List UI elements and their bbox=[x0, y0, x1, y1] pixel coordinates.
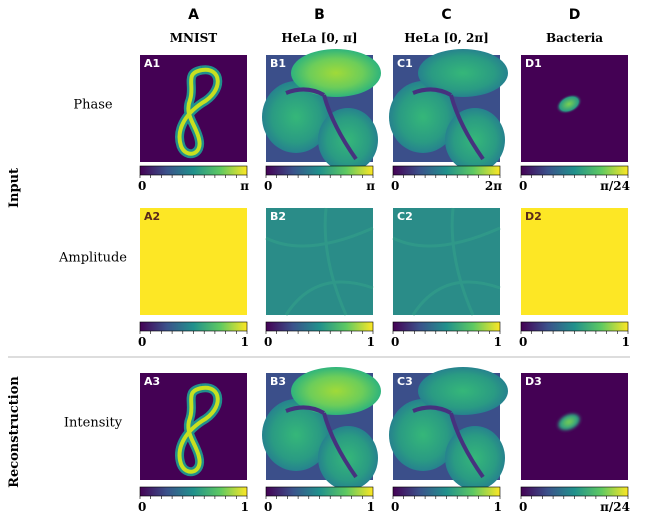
column-letter: C bbox=[441, 7, 451, 23]
colorbar-min-label: 0 bbox=[391, 335, 399, 349]
colorbar-min-label: 0 bbox=[138, 335, 146, 349]
colorbar-max-label: π/24 bbox=[600, 179, 630, 193]
colorbar-max-label: π/24 bbox=[600, 500, 630, 514]
panel-label: C3 bbox=[397, 375, 413, 388]
row-label: Intensity bbox=[64, 416, 123, 431]
panel-label: D1 bbox=[525, 57, 542, 70]
colorbar-min-label: 0 bbox=[138, 500, 146, 514]
panel-label: D3 bbox=[525, 375, 542, 388]
colorbar bbox=[266, 487, 373, 496]
column-letter: D bbox=[569, 7, 581, 23]
column-letter: A bbox=[188, 7, 199, 23]
colorbar-min-label: 0 bbox=[264, 335, 272, 349]
panel: A2 bbox=[140, 208, 247, 315]
panel-label: C1 bbox=[397, 57, 413, 70]
colorbar-max-label: 1 bbox=[622, 335, 630, 349]
panel-label: A2 bbox=[144, 210, 160, 223]
colorbar-max-label: 1 bbox=[241, 500, 249, 514]
colorbar-min-label: 0 bbox=[391, 500, 399, 514]
colorbar-min-label: 0 bbox=[519, 500, 527, 514]
cell bbox=[445, 426, 505, 490]
image-background bbox=[393, 208, 500, 315]
panel: C3 bbox=[389, 367, 508, 490]
panel-label: B2 bbox=[270, 210, 286, 223]
colorbar bbox=[266, 322, 373, 331]
colorbar-min-label: 0 bbox=[264, 500, 272, 514]
panel-label: A3 bbox=[144, 375, 160, 388]
panel: C2 bbox=[393, 208, 500, 315]
colorbar bbox=[140, 487, 247, 496]
column-letter: B bbox=[314, 7, 325, 23]
colorbar-max-label: π bbox=[240, 179, 249, 193]
image-background bbox=[140, 208, 247, 315]
group-label: Input bbox=[7, 168, 22, 208]
colorbar-min-label: 0 bbox=[138, 179, 146, 193]
panel: B1 bbox=[262, 49, 381, 172]
column-title: MNIST bbox=[170, 31, 218, 45]
colorbar-max-label: 1 bbox=[494, 335, 502, 349]
colorbar-max-label: 2π bbox=[485, 179, 502, 193]
panel: D1 bbox=[521, 55, 628, 162]
panel: D3 bbox=[521, 373, 628, 480]
group-label: Reconstruction bbox=[7, 376, 22, 488]
colorbar bbox=[521, 166, 628, 175]
colorbar bbox=[140, 322, 247, 331]
panel: B2 bbox=[266, 208, 373, 315]
colorbar bbox=[140, 166, 247, 175]
column-title: HeLa [0, 2π] bbox=[404, 31, 489, 45]
panel-label: B1 bbox=[270, 57, 286, 70]
colorbar-max-label: 1 bbox=[367, 500, 375, 514]
row-label: Amplitude bbox=[58, 251, 127, 266]
colorbar bbox=[266, 166, 373, 175]
panel: B3 bbox=[262, 367, 381, 490]
row-label: Phase bbox=[73, 98, 113, 113]
colorbar bbox=[521, 322, 628, 331]
panel-label: A1 bbox=[144, 57, 160, 70]
panel: A3 bbox=[140, 373, 247, 480]
image-background bbox=[266, 208, 373, 315]
panel-label: D2 bbox=[525, 210, 542, 223]
colorbar-max-label: 1 bbox=[367, 335, 375, 349]
colorbar-min-label: 0 bbox=[519, 179, 527, 193]
cell bbox=[445, 108, 505, 172]
colorbar bbox=[393, 166, 500, 175]
colorbar-max-label: π bbox=[366, 179, 375, 193]
column-title: Bacteria bbox=[546, 31, 603, 45]
panel: A1 bbox=[140, 55, 247, 162]
panel-label: B3 bbox=[270, 375, 286, 388]
colorbar bbox=[393, 487, 500, 496]
panel: D2 bbox=[521, 208, 628, 315]
figure: A MNIST B HeLa [0, π] C HeLa [0, 2π] D Bacteria… bbox=[0, 0, 650, 518]
cell bbox=[318, 108, 378, 172]
colorbar bbox=[521, 487, 628, 496]
colorbar bbox=[393, 322, 500, 331]
panel: C1 bbox=[389, 49, 508, 172]
column-title: HeLa [0, π] bbox=[281, 31, 357, 45]
colorbar-min-label: 0 bbox=[264, 179, 272, 193]
cell bbox=[318, 426, 378, 490]
colorbar-min-label: 0 bbox=[391, 179, 399, 193]
colorbar-max-label: 1 bbox=[241, 335, 249, 349]
image-background bbox=[521, 208, 628, 315]
colorbar-max-label: 1 bbox=[494, 500, 502, 514]
panel-label: C2 bbox=[397, 210, 413, 223]
colorbar-min-label: 0 bbox=[519, 335, 527, 349]
